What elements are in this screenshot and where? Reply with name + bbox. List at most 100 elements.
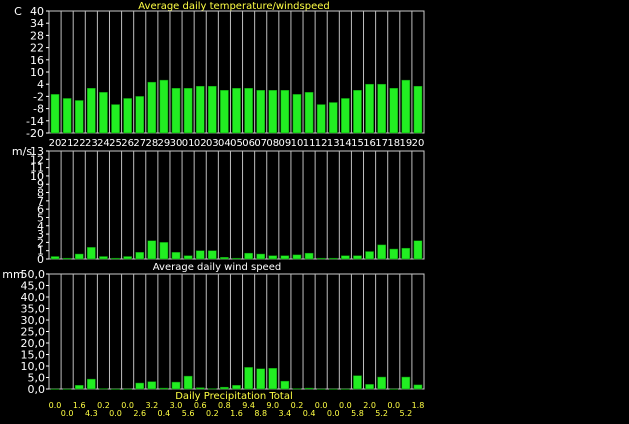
data-label: 9.0 — [266, 401, 279, 410]
y-tick-label: 20,0 — [21, 337, 46, 350]
bar — [316, 257, 326, 260]
precipitation-axis-label: mm — [2, 268, 23, 281]
bar — [62, 98, 72, 134]
data-label: 5.6 — [182, 409, 195, 418]
bar — [292, 94, 302, 134]
bar — [87, 247, 96, 260]
data-label: 4.3 — [85, 409, 98, 418]
y-tick-label: 10 — [30, 170, 44, 183]
y-tick-label: 4 — [37, 78, 44, 91]
bar — [280, 255, 290, 260]
bar — [341, 388, 350, 390]
data-label: 1.6 — [230, 409, 243, 418]
x-tick-label: 15 — [351, 138, 364, 149]
bar — [280, 380, 290, 390]
bar — [220, 386, 229, 390]
bar — [304, 252, 314, 260]
bar — [256, 90, 265, 134]
data-label: 1.8 — [412, 401, 425, 410]
x-tick-label: 05 — [230, 138, 243, 149]
bar — [99, 388, 108, 390]
bar — [316, 104, 326, 134]
bar — [401, 79, 411, 134]
y-tick-label: -2 — [33, 90, 44, 103]
x-tick-label: 21 — [61, 138, 74, 149]
bar — [365, 83, 374, 134]
y-tick-label: 50,0 — [21, 268, 46, 281]
x-tick-label: 14 — [339, 138, 352, 149]
x-tick-label: 09 — [279, 138, 292, 149]
bar — [159, 387, 169, 390]
y-tick-label: 16 — [30, 54, 44, 67]
bar — [256, 253, 265, 260]
y-tick-label: 22 — [30, 42, 44, 55]
data-label: 5.2 — [399, 409, 412, 418]
x-tick-label: 28 — [145, 138, 158, 149]
bar — [413, 384, 423, 390]
bar — [74, 253, 84, 260]
data-label: 5.8 — [351, 409, 364, 418]
bar — [244, 252, 253, 260]
y-tick-label: 9 — [37, 178, 44, 191]
bar — [389, 88, 399, 134]
x-tick-label: 11 — [303, 138, 316, 149]
x-tick-label: 01 — [182, 138, 195, 149]
bar — [183, 375, 193, 390]
bar — [171, 252, 181, 260]
bar — [280, 90, 290, 134]
bar — [292, 388, 302, 390]
bar — [171, 381, 181, 390]
y-tick-label: 10 — [30, 66, 44, 79]
x-tick-label: 13 — [327, 138, 340, 149]
temperature-axis-label: C — [14, 5, 22, 18]
bar — [87, 88, 96, 134]
y-tick-label: 6 — [37, 203, 44, 216]
x-tick-label: 27 — [133, 138, 146, 149]
x-tick-label: 07 — [254, 138, 267, 149]
data-label: 0.0 — [387, 401, 400, 410]
y-tick-label: 1 — [37, 245, 44, 258]
y-tick-label: 0 — [37, 253, 44, 266]
bar — [159, 242, 169, 260]
bar — [268, 255, 278, 260]
bar — [220, 90, 229, 134]
bar — [292, 254, 302, 260]
data-label: 0.0 — [121, 401, 134, 410]
bar — [111, 388, 120, 390]
y-tick-label: 25,0 — [21, 326, 46, 339]
bar — [256, 368, 265, 390]
x-tick-label: 18 — [387, 138, 400, 149]
bar — [123, 256, 132, 260]
data-label: 0.2 — [97, 401, 110, 410]
bar — [268, 90, 278, 134]
bar — [232, 88, 241, 134]
plot-frame — [48, 150, 425, 260]
y-tick-label: 4 — [37, 220, 44, 233]
bar — [147, 381, 157, 390]
x-tick-label: 02 — [194, 138, 207, 149]
bar — [208, 250, 217, 260]
bar — [304, 387, 314, 390]
bar — [328, 257, 338, 260]
y-tick-label: 34 — [30, 17, 44, 30]
bar — [50, 388, 60, 390]
y-tick-label: -20 — [26, 127, 44, 140]
bar — [183, 255, 193, 260]
data-label: 1.6 — [73, 401, 86, 410]
bar — [135, 382, 145, 390]
data-label: 0.0 — [327, 409, 340, 418]
bar — [99, 256, 108, 260]
bar — [341, 98, 350, 134]
bar — [147, 81, 157, 134]
bar — [377, 83, 386, 134]
data-label: 2.6 — [133, 409, 146, 418]
bar — [389, 248, 399, 260]
bar — [353, 90, 362, 134]
bar — [50, 256, 60, 260]
bar — [111, 257, 120, 260]
windspeed-axis-label: m/s — [12, 145, 32, 158]
bar — [147, 240, 157, 260]
bar — [232, 385, 241, 390]
